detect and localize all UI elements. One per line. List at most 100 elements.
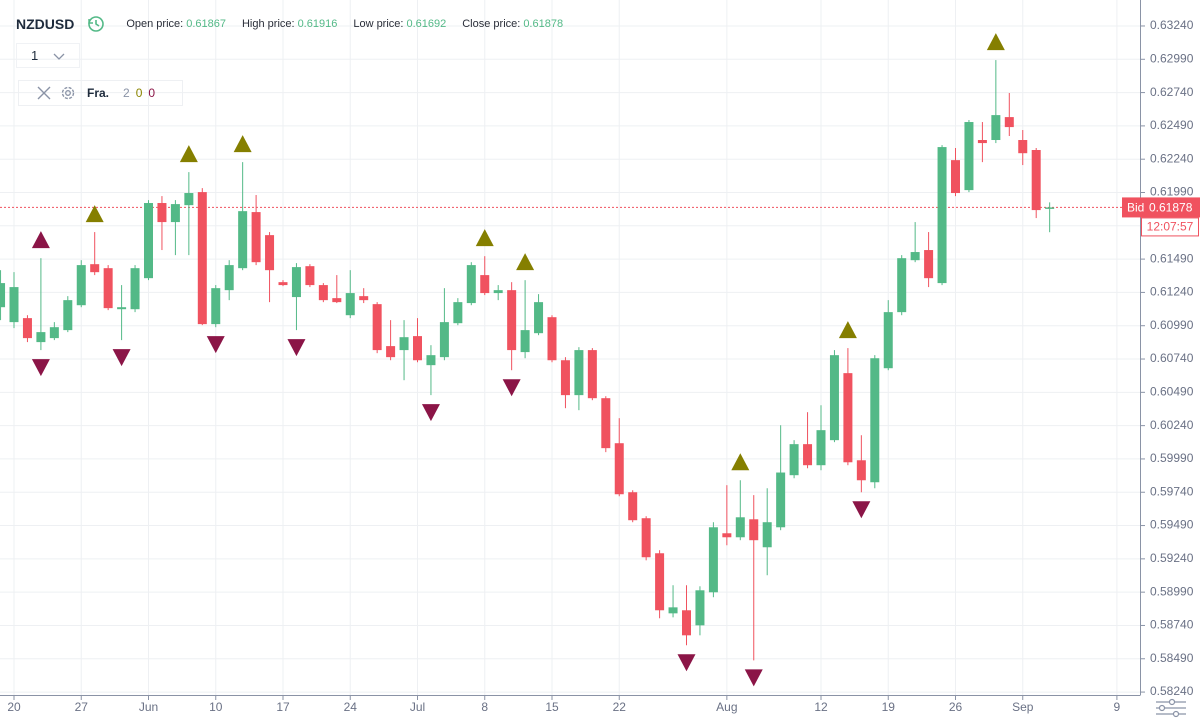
header: NZDUSD Open price: 0.61867 High price: 0… (16, 14, 563, 34)
x-tick-label: Jun (139, 700, 158, 714)
candle-body (964, 122, 974, 191)
candle-body (36, 332, 46, 343)
bid-box (1122, 197, 1200, 218)
clock-icon[interactable] (86, 14, 106, 34)
y-tick-label: 0.59740 (1150, 484, 1194, 498)
fractal-down (112, 349, 131, 367)
y-tick-label: 0.61990 (1150, 185, 1194, 199)
candle-body (883, 312, 893, 369)
x-tick-label: 9 (1114, 700, 1121, 714)
candle-body (856, 460, 866, 481)
y-tick-label: 0.61240 (1150, 285, 1194, 299)
candle-body (426, 355, 436, 366)
candle-body (49, 327, 59, 339)
candle-body (1004, 117, 1014, 128)
indicator-param: 0 (135, 86, 143, 100)
candle-body (413, 336, 422, 361)
candle-body (991, 115, 1001, 141)
x-tick-label: Aug (716, 700, 737, 714)
candle-body (224, 265, 234, 291)
icon-knob (1172, 710, 1180, 718)
candle-body (507, 290, 517, 351)
candle-body (278, 282, 288, 286)
candle-body (157, 203, 167, 223)
time-axis-bg (0, 695, 1140, 721)
candle-body (695, 590, 705, 626)
candle-body (251, 212, 261, 263)
candle-body (655, 553, 665, 611)
high-value: 0.61916 (297, 18, 338, 30)
candle-body (587, 350, 597, 399)
y-tick-label: 0.59490 (1150, 518, 1194, 532)
candle-body (493, 290, 503, 294)
y-tick-label: 0.58240 (1150, 684, 1194, 698)
candle-body (682, 610, 691, 636)
interval-value: 1 (31, 48, 39, 63)
indicator-param: 2 (123, 86, 130, 100)
indicator-panel: Fra. 2 0 0 (18, 80, 183, 106)
y-tick-label: 0.58490 (1150, 651, 1194, 665)
bid-text: Bid (1127, 201, 1144, 215)
candle-body (574, 350, 584, 396)
candle-body (722, 533, 732, 538)
x-tick-label: 15 (545, 700, 559, 714)
countdown-box (1141, 217, 1199, 237)
high-label: High price: (241, 18, 295, 30)
y-tick-label: 0.59990 (1150, 451, 1194, 465)
candle-body (789, 444, 799, 476)
icon-knob (1158, 704, 1166, 712)
y-tick-label: 0.60740 (1150, 351, 1194, 365)
y-tick-label: 0.61490 (1150, 251, 1194, 265)
candle-body (870, 358, 880, 483)
candle-body (197, 192, 207, 325)
indicator-name: Fra. (87, 86, 110, 100)
close-icon[interactable] (35, 84, 53, 102)
candle-body (386, 346, 396, 358)
fractal-up (986, 33, 1005, 51)
candle-body (1045, 207, 1055, 209)
candle-body (560, 360, 570, 396)
fractal-down (852, 501, 871, 519)
candle-body (184, 193, 194, 206)
fractal-down (31, 359, 50, 377)
x-tick-label: 8 (481, 700, 488, 714)
fractal-up (731, 453, 750, 471)
fractal-up (838, 321, 857, 339)
candle-body (9, 287, 19, 323)
candle-body (130, 268, 140, 310)
x-tick-label: Sep (1012, 700, 1034, 714)
candle-body (829, 355, 839, 441)
candle-body (601, 398, 611, 449)
x-tick-label: 12 (814, 700, 828, 714)
axis-settings-icon[interactable] (1156, 698, 1186, 718)
candle-body (22, 318, 32, 339)
symbol[interactable]: NZDUSD (16, 16, 75, 32)
candle-body (211, 288, 221, 325)
candle-body (776, 472, 786, 528)
fractal-up (475, 229, 494, 247)
close-value: 0.61878 (523, 18, 564, 30)
y-tick-label: 0.62490 (1150, 118, 1194, 132)
candle-body (63, 300, 73, 331)
settings-icon[interactable] (59, 84, 77, 102)
x-tick-label: 10 (209, 700, 223, 714)
candle-body (439, 322, 449, 358)
candle-body (614, 443, 624, 495)
candle-body (749, 519, 759, 541)
x-tick-label: Jul (410, 700, 425, 714)
fractals (31, 33, 1005, 687)
indicator-param: 0 (148, 86, 156, 100)
candle-body (332, 298, 342, 303)
candle-body (520, 330, 530, 353)
y-tick-label: 0.62240 (1150, 151, 1194, 165)
candle-body (641, 518, 651, 558)
candle-body (897, 258, 907, 313)
bid-price: 0.61878 (1149, 201, 1193, 215)
candle-body (144, 203, 153, 279)
open-label: Open price: (126, 18, 184, 30)
bid-label: Bid 0.61878 12:07:57 (1122, 197, 1200, 237)
candle-body (345, 293, 355, 316)
interval-select[interactable]: 1 (16, 43, 80, 68)
candle-body (547, 317, 557, 361)
